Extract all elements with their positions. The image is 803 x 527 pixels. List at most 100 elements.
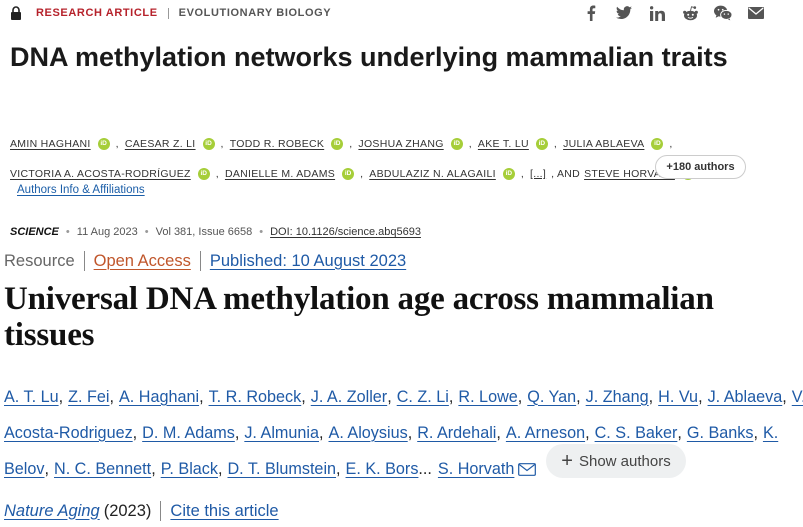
author-link[interactable]: DANIELLE M. ADAMS	[224, 168, 336, 180]
author-separator: ,	[698, 387, 703, 406]
facebook-icon[interactable]	[582, 4, 600, 22]
category-secondary[interactable]: EVOLUTIONARY BIOLOGY	[178, 7, 332, 19]
authors-ellipsis[interactable]: [...]	[530, 168, 547, 180]
author-separator: ,	[58, 387, 64, 406]
open-access-link[interactable]: Open Access	[93, 251, 191, 270]
author-separator: ,	[199, 387, 204, 406]
author-link[interactable]: D. M. Adams	[142, 423, 235, 442]
author-link[interactable]: E. K. Bors	[345, 459, 419, 478]
author-link[interactable]: R. Lowe	[458, 387, 518, 406]
reddit-icon[interactable]	[681, 4, 699, 22]
orcid-icon[interactable]: iD	[502, 168, 515, 180]
author-link[interactable]: A. T. Lu	[4, 387, 59, 406]
author-link[interactable]: J. Zhang	[585, 387, 649, 406]
author-link[interactable]: R. Ardehali	[417, 423, 497, 442]
author-link[interactable]: Z. Fei	[68, 387, 110, 406]
author-separator: ,	[115, 138, 119, 150]
author-link[interactable]: H. Vu	[658, 387, 699, 406]
author-link[interactable]: C. S. Baker	[594, 423, 678, 442]
author-link[interactable]: V. A.	[791, 387, 803, 406]
author-link[interactable]: G. Banks	[686, 423, 754, 442]
wechat-icon[interactable]	[714, 4, 732, 22]
author-separator: ,	[677, 423, 682, 442]
mail-icon[interactable]	[518, 462, 537, 476]
more-authors-button[interactable]: +180 authors	[655, 155, 746, 179]
author-link[interactable]: ABDULAZIZ N. ALAGAILI	[369, 168, 496, 180]
author-link[interactable]: Belov	[4, 459, 45, 478]
author-link[interactable]: J. A. Zoller	[310, 387, 388, 406]
share-toolbar	[582, 4, 765, 22]
science-author-list: AMIN HAGHANI iD, CAESAR Z. LI iD, TODD R. RO…	[10, 136, 700, 182]
author-link[interactable]: A. Aloysius	[328, 423, 408, 442]
author-link[interactable]: Acosta-Rodriguez	[4, 423, 133, 442]
author-separator: ,	[336, 459, 341, 478]
author-separator: ,	[468, 138, 472, 150]
orcid-icon[interactable]: iD	[97, 138, 110, 150]
nature-author-line: A. T. Lu, Z. Fei, A. Haghani, T. R. Robeck,…	[4, 379, 803, 415]
authors-affiliations-link[interactable]: Authors Info & Affiliations	[17, 184, 145, 196]
author-link[interactable]: S. Horvath	[437, 459, 515, 478]
orcid-icon[interactable]: iD	[331, 138, 344, 150]
author-conjunction: , AND	[551, 168, 581, 180]
author-link[interactable]: J. Ablaeva	[707, 387, 783, 406]
science-author-row: AMIN HAGHANI iD, CAESAR Z. LI iD, TODD R. RO…	[10, 136, 700, 152]
cite-article-link[interactable]: Cite this article	[170, 501, 279, 520]
author-link[interactable]: D. T. Blumstein	[227, 459, 337, 478]
orcid-icon[interactable]: iD	[535, 138, 548, 150]
author-link[interactable]: AKE T. LU	[477, 138, 529, 150]
meta-separator: •	[144, 226, 149, 238]
doi-link[interactable]: DOI: 10.1126/science.abq5693	[270, 226, 421, 238]
category-bar: RESEARCH ARTICLE EVOLUTIONARY BIOLOGY	[10, 4, 331, 22]
author-link[interactable]: T. R. Robeck	[208, 387, 302, 406]
author-separator: ,	[520, 168, 525, 180]
email-icon[interactable]	[747, 4, 765, 22]
orcid-icon[interactable]: iD	[342, 168, 355, 180]
category-divider	[167, 7, 169, 19]
author-link[interactable]: A. Haghani	[118, 387, 200, 406]
meta-separator: •	[65, 226, 70, 238]
author-link[interactable]: P. Black	[160, 459, 218, 478]
orcid-icon[interactable]: iD	[450, 138, 463, 150]
author-separator: ,	[576, 387, 581, 406]
show-authors-button[interactable]: + Show authors	[546, 444, 686, 478]
science-article-meta: SCIENCE • 11 Aug 2023 • Vol 381, Issue 6…	[10, 226, 421, 238]
tag-divider	[199, 251, 201, 271]
category-primary[interactable]: RESEARCH ARTICLE	[36, 7, 158, 19]
author-separator: ,	[648, 387, 654, 406]
author-separator: ,	[448, 387, 454, 406]
author-separator: ,	[151, 459, 156, 478]
orcid-icon[interactable]: iD	[651, 138, 664, 150]
author-link[interactable]: JULIA ABLAEVA	[563, 138, 645, 150]
author-separator: ,	[553, 138, 558, 150]
author-link[interactable]: A. Arneson	[505, 423, 586, 442]
show-authors-label: Show authors	[578, 452, 671, 470]
author-separator: ,	[496, 423, 501, 442]
author-separator: ,	[349, 138, 353, 150]
author-separator: ,	[585, 423, 590, 442]
author-link[interactable]: AMIN HAGHANI	[10, 138, 91, 150]
author-link[interactable]: J. Almunia	[244, 423, 320, 442]
nature-author-line: Acosta-Rodriguez, D. M. Adams, J. Almunia,…	[4, 415, 803, 451]
volume-issue: Vol 381, Issue 6658	[155, 226, 253, 238]
author-link[interactable]: C. Z. Li	[396, 387, 449, 406]
linkedin-icon[interactable]	[648, 4, 666, 22]
author-link[interactable]: Q. Yan	[527, 387, 577, 406]
orcid-icon[interactable]: iD	[197, 168, 210, 180]
author-separator: ,	[753, 423, 758, 442]
tag-divider	[83, 251, 85, 271]
citation-divider	[160, 501, 162, 521]
author-separator: ,	[109, 387, 114, 406]
author-link[interactable]: JOSHUA ZHANG	[358, 138, 444, 150]
journal-name: SCIENCE	[10, 226, 59, 238]
published-date-link[interactable]: Published: 10 August 2023	[209, 251, 407, 270]
author-link[interactable]: CAESAR Z. LI	[124, 138, 196, 150]
twitter-icon[interactable]	[615, 4, 633, 22]
author-link[interactable]: VICTORIA A. ACOSTA-RODRÍGUEZ	[10, 168, 191, 180]
author-link[interactable]: STEVE HORVATH	[584, 168, 675, 180]
author-link[interactable]: N. C. Bennett	[54, 459, 152, 478]
author-link[interactable]: K.	[762, 423, 779, 442]
nature-journal-link[interactable]: Nature Aging	[4, 501, 100, 520]
author-separator: ,	[132, 423, 138, 442]
author-link[interactable]: TODD R. ROBECK	[229, 138, 325, 150]
orcid-icon[interactable]: iD	[202, 138, 215, 150]
